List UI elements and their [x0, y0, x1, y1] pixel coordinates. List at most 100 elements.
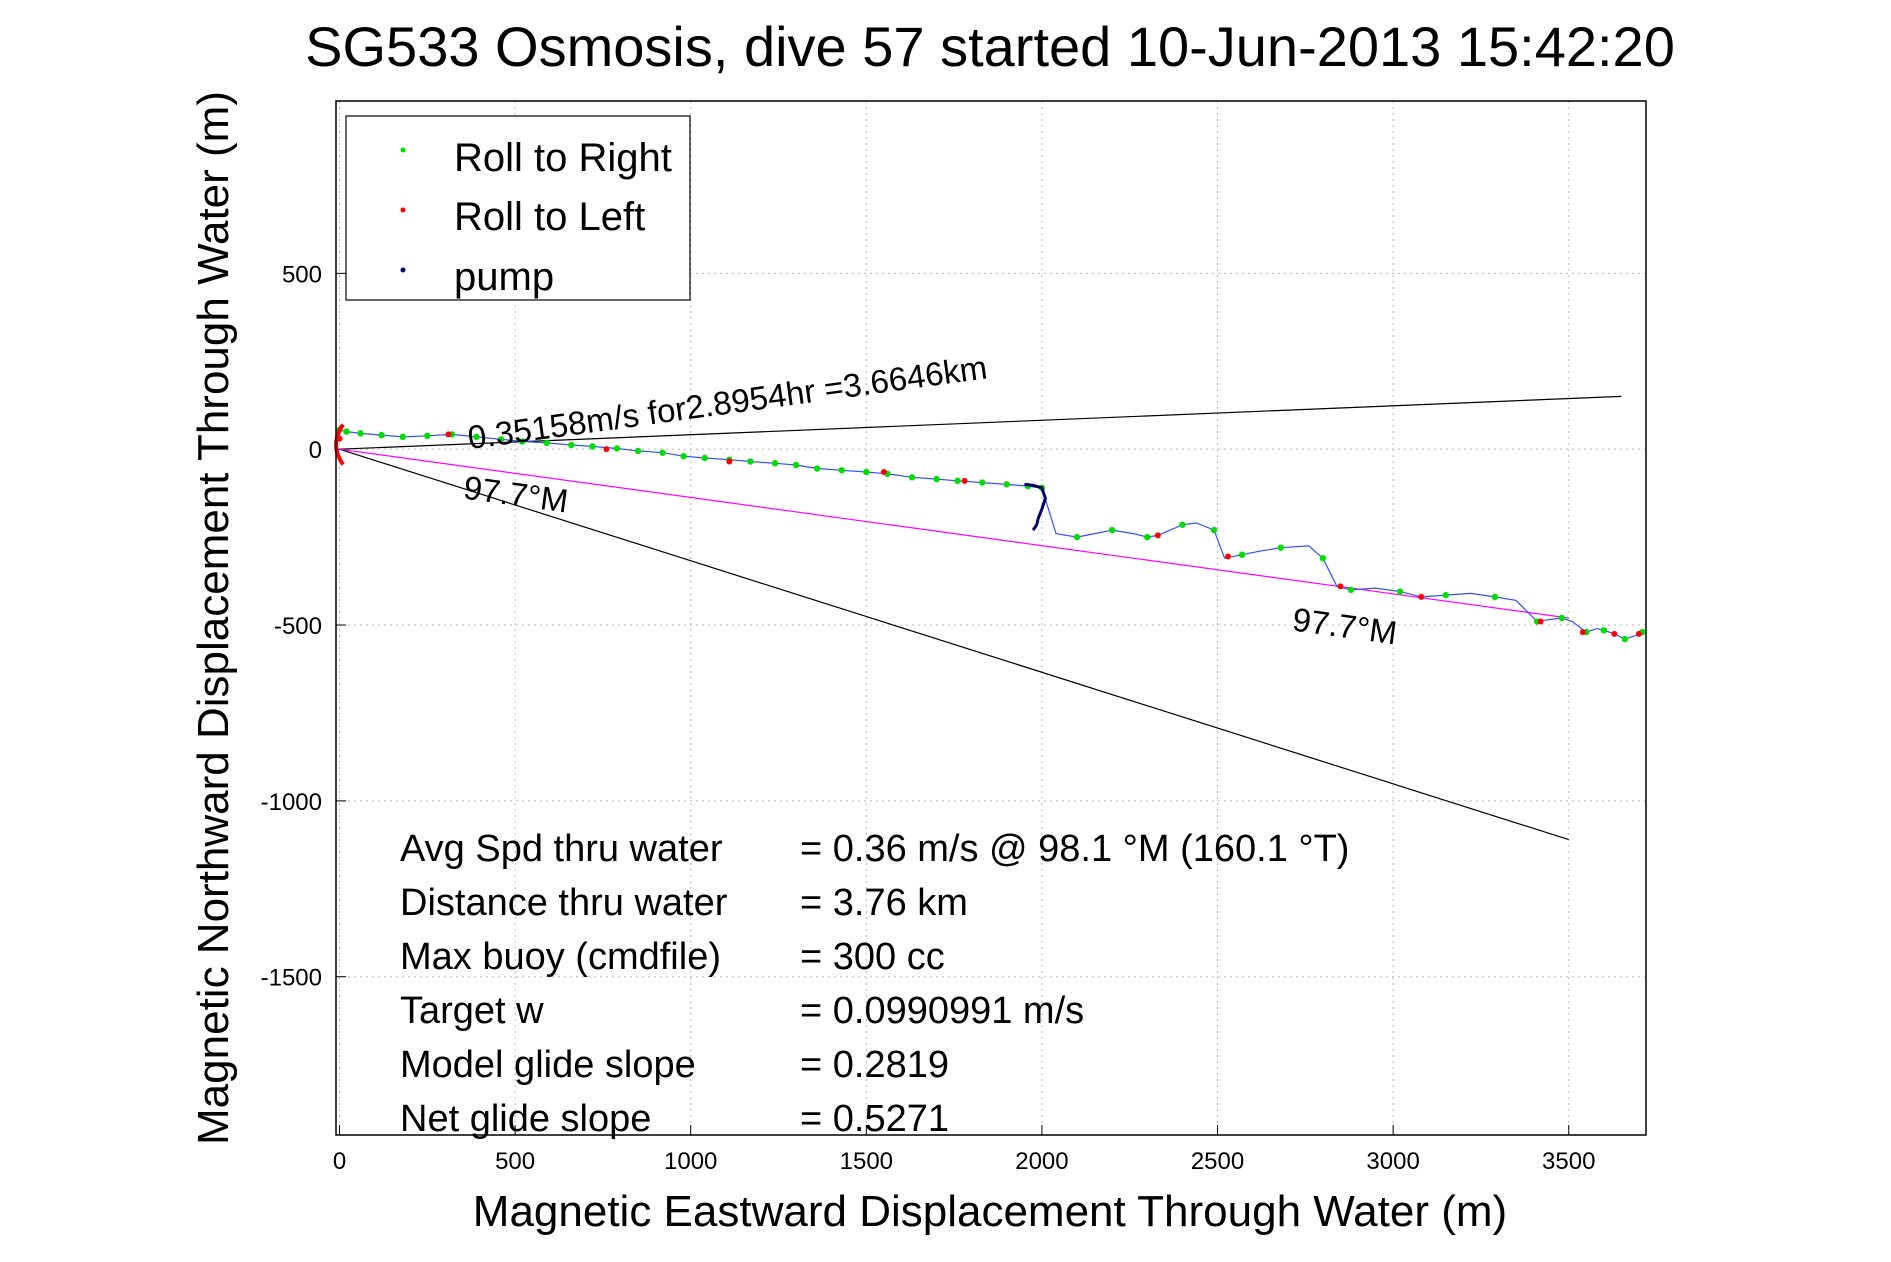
stat-label-model-glide: Model glide slope — [400, 1044, 696, 1086]
roll-right-point — [1277, 544, 1284, 551]
roll-right-point — [343, 428, 350, 435]
y-axis-label: Magnetic Northward Displacement Through … — [189, 91, 238, 1145]
roll-left-markers — [336, 431, 1642, 637]
roll-right-point — [1179, 521, 1186, 528]
roll-left-point — [1579, 629, 1586, 636]
track-line — [339, 429, 1647, 640]
roll-right-point — [1600, 627, 1608, 634]
chart-title: SG533 Osmosis, dive 57 started 10-Jun-20… — [305, 15, 1675, 78]
roll-right-point — [357, 430, 364, 437]
roll-right-point — [1347, 586, 1355, 594]
legend-marker-pump — [400, 267, 406, 273]
y-tick-label: 500 — [282, 261, 322, 288]
roll-right-point — [747, 458, 754, 465]
legend-marker-roll-left — [400, 207, 406, 213]
roll-left-point — [1337, 583, 1344, 590]
roll-right-point — [908, 474, 916, 481]
legend-marker-roll-right — [400, 147, 406, 153]
roll-right-point — [1238, 551, 1246, 558]
y-tick-label: -1500 — [261, 965, 322, 992]
x-tick-label: 1500 — [840, 1148, 893, 1175]
pump-line — [1024, 482, 1047, 531]
x-tick-label: 1000 — [664, 1148, 717, 1175]
x-tick-label: 3000 — [1366, 1148, 1419, 1175]
roll-right-point — [1144, 533, 1151, 541]
roll-right-point — [1491, 593, 1499, 601]
roll-left-point — [961, 477, 968, 484]
roll-right-point — [863, 468, 870, 476]
roll-left-point — [445, 431, 452, 438]
dive-statistics: Avg Spd thru water = 0.36 m/s @ 98.1 °M … — [400, 828, 1349, 1140]
roll-right-point — [497, 436, 505, 443]
roll-right-point — [568, 441, 575, 449]
legend-label-pump: pump — [454, 255, 554, 299]
stat-label-target-w: Target w — [400, 990, 544, 1032]
stat-value-target-w: = 0.0990991 m/s — [800, 990, 1084, 1032]
roll-right-point — [634, 447, 642, 455]
stat-label-max-buoy: Max buoy (cmdfile) — [400, 936, 721, 978]
x-tick-labels: 0 500 1000 1500 2000 2500 3000 3500 — [333, 1148, 1596, 1175]
roll-right-point — [1396, 588, 1404, 595]
y-tick-label: 0 — [309, 437, 322, 464]
roll-right-point — [1003, 481, 1011, 488]
roll-right-point — [771, 460, 779, 467]
roll-right-point — [701, 454, 708, 462]
heading-line — [339, 395, 1622, 450]
roll-right-point — [933, 475, 940, 483]
roll-right-point — [979, 479, 986, 486]
roll-right-point — [659, 449, 666, 456]
roll-left-point — [726, 458, 733, 465]
x-tick-label: 2500 — [1191, 1148, 1244, 1175]
x-axis-label: Magnetic Eastward Displacement Through W… — [473, 1187, 1507, 1236]
roll-left-point — [1635, 630, 1642, 637]
stat-value-distance: = 3.76 km — [800, 882, 968, 924]
roll-right-point — [518, 438, 526, 445]
stat-label-distance: Distance thru water — [400, 882, 728, 924]
roll-right-point — [378, 431, 385, 439]
stat-value-net-glide: = 0.5271 — [800, 1098, 949, 1140]
roll-right-point — [1210, 526, 1218, 534]
roll-left-point — [1154, 532, 1161, 539]
stat-value-model-glide: = 0.2819 — [800, 1044, 949, 1086]
roll-right-point — [1073, 533, 1081, 541]
y-tick-label: -500 — [274, 613, 322, 640]
legend-label-roll-right: Roll to Right — [454, 136, 672, 180]
roll-right-point — [792, 461, 800, 469]
stat-label-net-glide: Net glide slope — [400, 1098, 651, 1140]
fit-line-layer — [339, 448, 1569, 619]
roll-left-point — [603, 446, 610, 453]
roll-right-point — [399, 433, 406, 441]
roll-left-point — [1537, 618, 1544, 625]
roll-right-point — [424, 432, 431, 440]
stat-value-max-buoy: = 300 cc — [800, 936, 945, 978]
roll-left-point — [880, 469, 887, 476]
legend-label-roll-left: Roll to Left — [454, 195, 645, 239]
x-tick-label: 2000 — [1015, 1148, 1068, 1175]
roll-right-point — [473, 433, 480, 441]
fit-line — [339, 448, 1569, 619]
roll-right-point — [1442, 591, 1450, 599]
heading-line — [339, 448, 1569, 841]
y-tick-labels: 500 0 -500 -1000 -1500 — [261, 261, 322, 991]
roll-right-point — [1319, 555, 1327, 562]
roll-right-point — [1621, 635, 1629, 643]
roll-right-point — [680, 453, 687, 460]
stat-label-avg-speed: Avg Spd thru water — [400, 828, 723, 870]
stat-value-avg-speed: = 0.36 m/s @ 98.1 °M (160.1 °T) — [800, 828, 1349, 870]
roll-right-point — [613, 445, 621, 452]
roll-right-point — [1108, 526, 1116, 534]
heading-wedge-lines — [339, 395, 1622, 841]
x-tick-label: 500 — [495, 1148, 535, 1175]
pump-track — [1024, 482, 1047, 531]
roll-right-point — [813, 465, 821, 472]
roll-right-point — [543, 439, 550, 447]
grid — [336, 101, 1646, 1135]
roll-right-point — [838, 467, 845, 474]
roll-left-point — [1225, 553, 1232, 560]
x-tick-label: 0 — [333, 1148, 346, 1175]
legend: Roll to Right Roll to Left pump — [345, 115, 691, 301]
y-tick-label: -1000 — [261, 789, 322, 816]
x-tick-label: 3500 — [1542, 1148, 1595, 1175]
roll-right-point — [1558, 614, 1565, 622]
plot-frame — [335, 100, 1647, 1136]
